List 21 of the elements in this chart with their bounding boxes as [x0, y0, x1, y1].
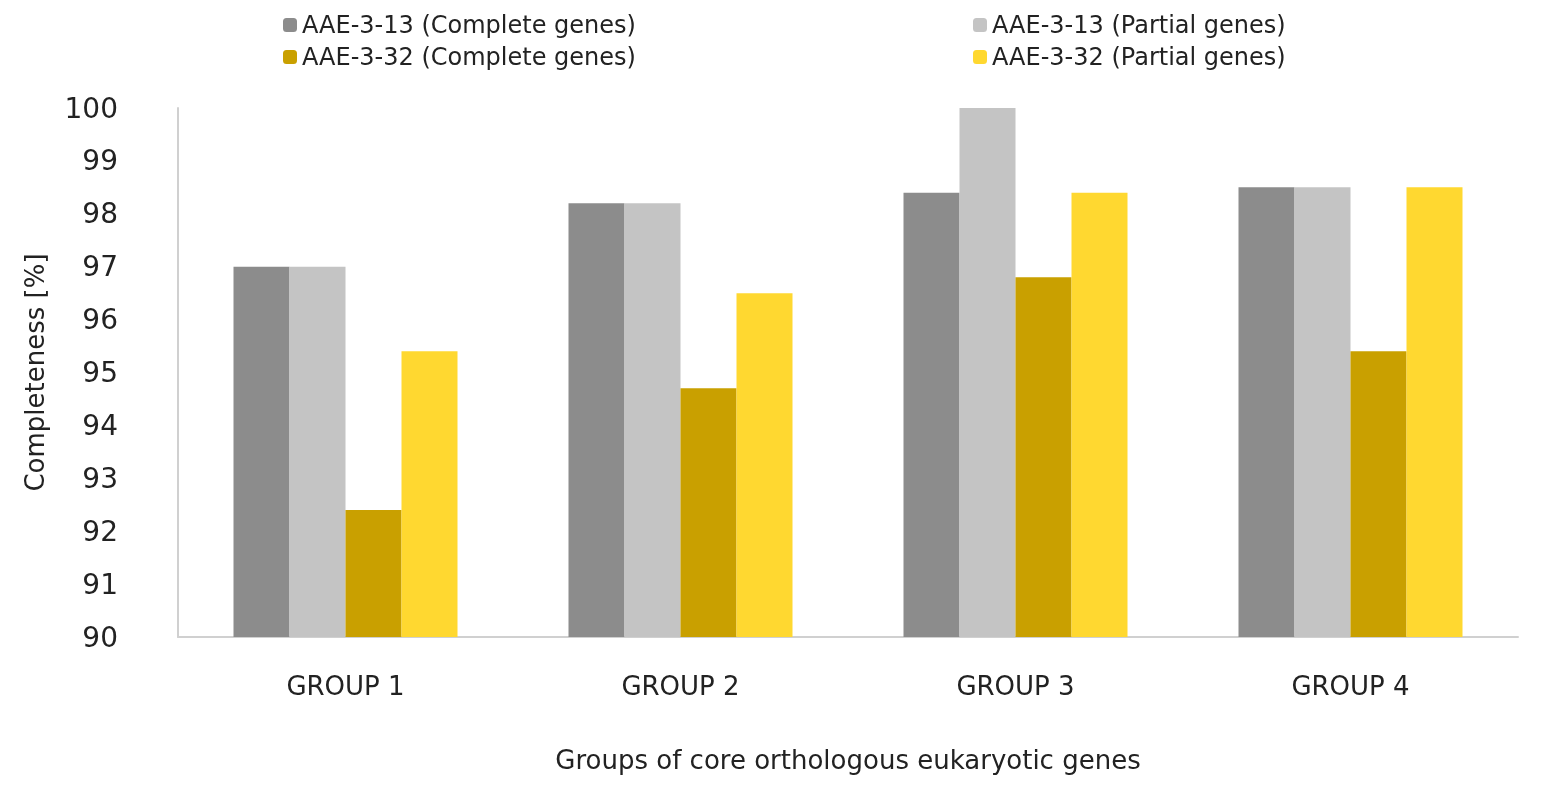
x-axis-title: Groups of core orthologous eukaryotic genes	[555, 745, 1141, 775]
y-tick-label: 100	[64, 91, 118, 125]
y-tick-label: 97	[82, 250, 118, 284]
y-tick-label: 92	[82, 514, 118, 548]
y-tick-label: 95	[82, 356, 118, 389]
y-tick-label: 99	[82, 144, 118, 178]
y-tick-label: 98	[82, 197, 118, 231]
legend-label: AAE-3-32 (Complete genes)	[302, 43, 636, 71]
y-tick-label: 94	[82, 408, 118, 442]
y-tick-label: 91	[82, 567, 118, 601]
x-tick-label: GROUP 3	[956, 671, 1075, 701]
x-tick-label: GROUP 4	[1291, 671, 1410, 701]
legend-label: AAE-3-32 (Partial genes)	[992, 43, 1286, 71]
y-tick-label: 90	[82, 620, 118, 654]
legend-label: AAE-3-13 (Complete genes)	[302, 11, 636, 39]
y-axis-title: Completeness [%]	[20, 253, 50, 492]
x-tick-label: GROUP 2	[621, 671, 740, 701]
y-tick-label: 93	[82, 461, 118, 495]
x-tick-label: GROUP 1	[286, 671, 405, 701]
y-tick-label: 96	[82, 303, 118, 337]
legend-label: AAE-3-13 (Partial genes)	[992, 11, 1286, 39]
